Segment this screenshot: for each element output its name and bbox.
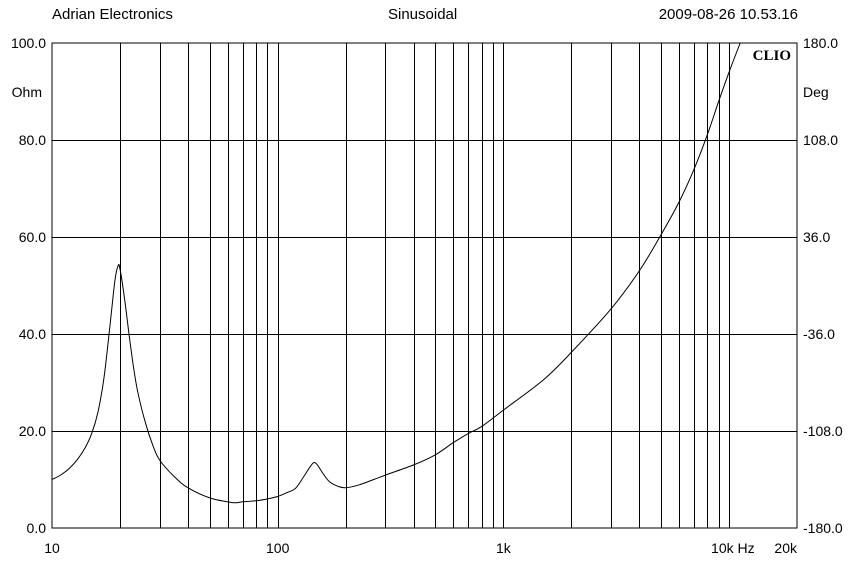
- right-tick-label: 180.0: [803, 35, 838, 51]
- right-axis-tick-labels: -180.0 -108.0 -36.0 36.0 108.0 180.0: [803, 35, 843, 536]
- right-tick-label: 36.0: [803, 229, 830, 245]
- right-tick-label: -180.0: [803, 520, 843, 536]
- left-tick-label: 20.0: [19, 423, 46, 439]
- horizontal-grid: [52, 140, 797, 432]
- header-company: Adrian Electronics: [52, 6, 173, 23]
- vertical-grid: [120, 43, 730, 528]
- left-tick-label: 0.0: [27, 520, 47, 536]
- series-line: [51, 42, 741, 504]
- right-tick-label: -36.0: [803, 326, 835, 342]
- left-tick-label: 80.0: [19, 132, 46, 148]
- left-axis-unit: Ohm: [12, 84, 42, 100]
- x-tick-label: 100: [266, 540, 290, 556]
- x-tick-label: 1k: [496, 540, 512, 556]
- x-axis-tick-labels: 10 100 1k 10k Hz 20k: [44, 540, 798, 556]
- clio-brand-label: CLIO: [753, 48, 791, 64]
- header-mode: Sinusoidal: [388, 6, 458, 23]
- left-tick-label: 40.0: [19, 326, 46, 342]
- header-timestamp: 2009-08-26 10.53.16: [658, 6, 798, 23]
- x-tick-label: 10k Hz: [711, 540, 755, 556]
- left-axis-tick-labels: 0.0 20.0 40.0 60.0 80.0 100.0: [11, 35, 46, 536]
- left-tick-label: 100.0: [11, 35, 46, 51]
- left-tick-label: 60.0: [19, 229, 46, 245]
- right-tick-label: -108.0: [803, 423, 843, 439]
- x-tick-label: 10: [44, 540, 60, 556]
- right-tick-label: 108.0: [803, 132, 838, 148]
- plot-frame: [51, 42, 798, 529]
- x-tick-label: 20k: [774, 540, 798, 556]
- right-axis-unit: Deg: [803, 84, 829, 100]
